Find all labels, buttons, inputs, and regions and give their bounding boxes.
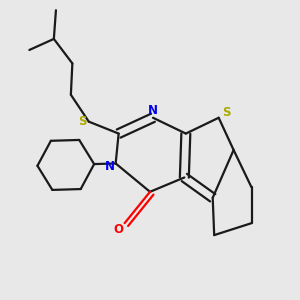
Text: N: N — [148, 104, 158, 117]
Text: N: N — [105, 160, 115, 173]
Text: S: S — [222, 106, 230, 119]
Text: S: S — [79, 115, 87, 128]
Text: O: O — [114, 223, 124, 236]
